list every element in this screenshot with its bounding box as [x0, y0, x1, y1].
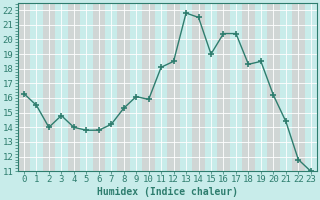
Bar [43, 3, 55, 171]
Bar [167, 3, 180, 171]
Bar [192, 3, 205, 171]
Bar [142, 3, 155, 171]
Bar [292, 3, 305, 171]
Bar [18, 3, 30, 171]
Bar [68, 3, 80, 171]
X-axis label: Humidex (Indice chaleur): Humidex (Indice chaleur) [97, 187, 238, 197]
Bar [92, 3, 105, 171]
Bar [267, 3, 280, 171]
Bar [117, 3, 130, 171]
Bar [217, 3, 230, 171]
Bar [242, 3, 255, 171]
